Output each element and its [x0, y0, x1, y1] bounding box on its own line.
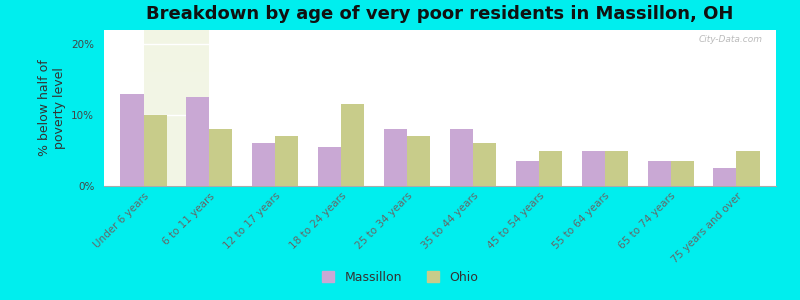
- Bar: [647, 161, 670, 186]
- Bar: [341, 104, 364, 186]
- Bar: [210, 129, 233, 186]
- Bar: [186, 98, 210, 186]
- Bar: [275, 136, 298, 186]
- Y-axis label: % below half of
poverty level: % below half of poverty level: [38, 60, 66, 156]
- Bar: [318, 147, 341, 186]
- Bar: [737, 151, 759, 186]
- Bar: [450, 129, 473, 186]
- Bar: [539, 151, 562, 186]
- Bar: [252, 143, 275, 186]
- Title: Breakdown by age of very poor residents in Massillon, OH: Breakdown by age of very poor residents …: [146, 5, 734, 23]
- Bar: [605, 151, 628, 186]
- Bar: [670, 161, 694, 186]
- Bar: [473, 143, 496, 186]
- Bar: [582, 151, 605, 186]
- Bar: [384, 129, 407, 186]
- Bar: [143, 115, 166, 186]
- Bar: [143, 14, 210, 72]
- Text: City-Data.com: City-Data.com: [698, 35, 762, 44]
- Bar: [516, 161, 539, 186]
- Bar: [143, 129, 210, 186]
- Legend: Massillon, Ohio: Massillon, Ohio: [318, 267, 482, 288]
- Bar: [714, 168, 737, 186]
- Bar: [143, 0, 210, 14]
- Bar: [407, 136, 430, 186]
- Bar: [143, 72, 210, 129]
- Bar: [121, 94, 143, 186]
